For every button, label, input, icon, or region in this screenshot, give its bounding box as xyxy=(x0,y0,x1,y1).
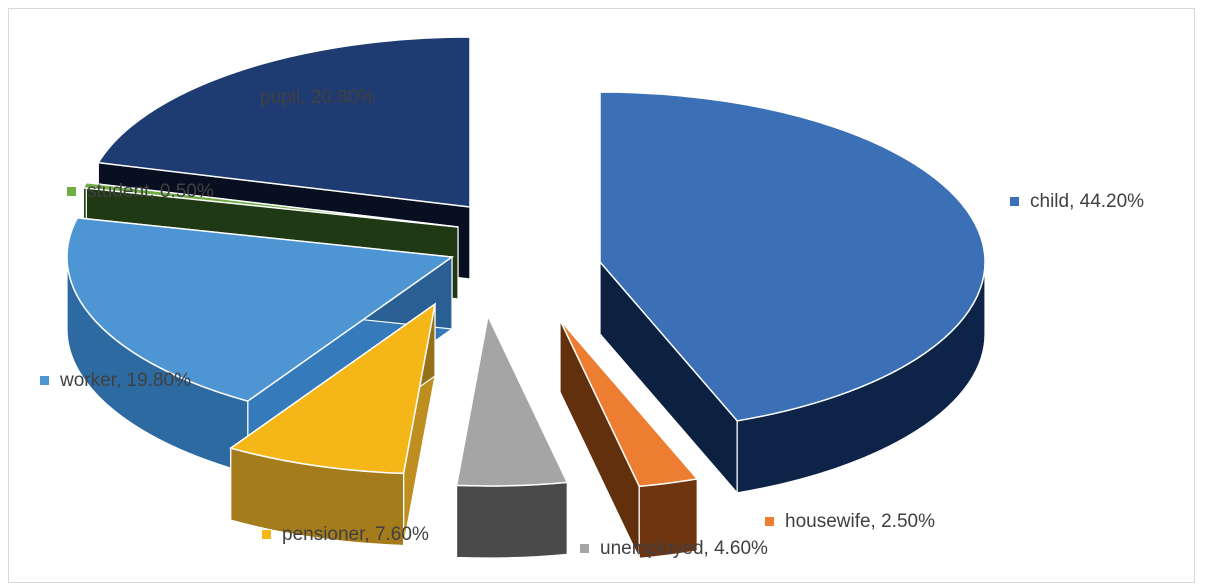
data-label-pupil: pupil, 20.80% xyxy=(240,87,375,108)
chart-frame xyxy=(8,8,1195,583)
data-label-student: student, 0.50% xyxy=(67,181,214,202)
slice-housewife xyxy=(559,319,699,488)
data-label-child-text: child, 44.20% xyxy=(1030,191,1144,212)
data-label-worker: worker, 19.80% xyxy=(40,370,191,391)
data-label-pensioner-marker xyxy=(262,530,271,539)
data-label-unemployed-text: unemployed, 4.60% xyxy=(600,538,768,559)
data-label-housewife: housewife, 2.50% xyxy=(765,511,935,532)
data-label-student-text: student, 0.50% xyxy=(87,181,214,202)
data-label-student-marker xyxy=(67,187,76,196)
data-label-worker-text: worker, 19.80% xyxy=(59,370,191,391)
data-label-housewife-marker xyxy=(765,517,774,526)
data-label-pupil-marker xyxy=(240,93,249,102)
slice-pensioner xyxy=(229,302,437,475)
slice-tops xyxy=(66,36,986,488)
data-label-pupil-text: pupil, 20.80% xyxy=(260,87,375,108)
data-label-child: child, 44.20% xyxy=(1010,191,1144,212)
slice-unemployed-outer-wall xyxy=(455,481,568,559)
slice-worker xyxy=(66,217,455,402)
data-label-housewife-text: housewife, 2.50% xyxy=(785,511,935,532)
data-label-child-marker xyxy=(1010,197,1019,206)
data-label-pensioner: pensioner, 7.60% xyxy=(262,524,429,545)
data-label-pensioner-text: pensioner, 7.60% xyxy=(282,524,429,545)
data-label-unemployed: unemployed, 4.60% xyxy=(580,538,768,559)
slice-student xyxy=(82,181,459,228)
slice-child xyxy=(599,91,986,422)
slice-unemployed xyxy=(455,313,569,487)
data-label-unemployed-marker xyxy=(580,544,589,553)
slice-pupil xyxy=(97,36,471,208)
data-label-worker-marker xyxy=(40,376,49,385)
